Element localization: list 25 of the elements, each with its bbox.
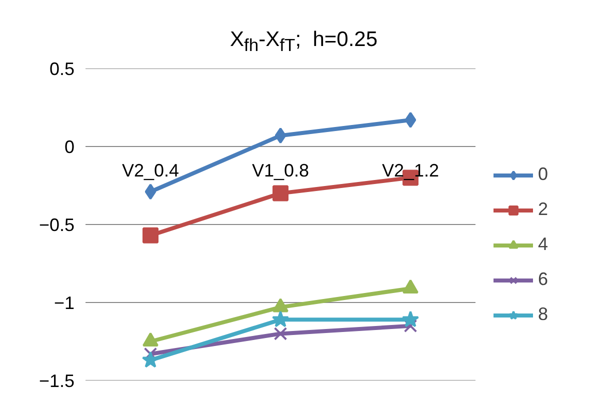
point bbox=[272, 310, 290, 328]
chart-title: X$_{fh}$-X$_{fT}$; h=0.25 bbox=[229, 27, 378, 58]
legend-label: 0 bbox=[538, 164, 550, 185]
legend-label: 2 bbox=[538, 199, 550, 220]
legend-label: 4 bbox=[538, 234, 550, 255]
x-tick-label: V2_0.4 bbox=[122, 160, 180, 180]
legend-label: 8 bbox=[538, 304, 550, 325]
point bbox=[142, 227, 158, 244]
y-tick-label: −1 bbox=[54, 293, 75, 313]
y-tick-label: −1.5 bbox=[38, 371, 75, 391]
point bbox=[272, 298, 288, 312]
point bbox=[272, 185, 288, 202]
point bbox=[402, 310, 420, 328]
point bbox=[144, 184, 156, 200]
y-tick-label: −0.5 bbox=[38, 215, 75, 235]
point bbox=[274, 327, 288, 340]
y-tick-label: 0.5 bbox=[49, 59, 75, 79]
x-tick-label: V2_1.2 bbox=[382, 160, 440, 180]
point bbox=[274, 128, 286, 144]
point bbox=[404, 319, 418, 333]
x-tick-label: V1_0.8 bbox=[252, 160, 310, 180]
point bbox=[404, 112, 416, 128]
point bbox=[142, 332, 158, 347]
y-tick-label: 0 bbox=[64, 137, 75, 157]
legend-label: 6 bbox=[538, 269, 550, 290]
